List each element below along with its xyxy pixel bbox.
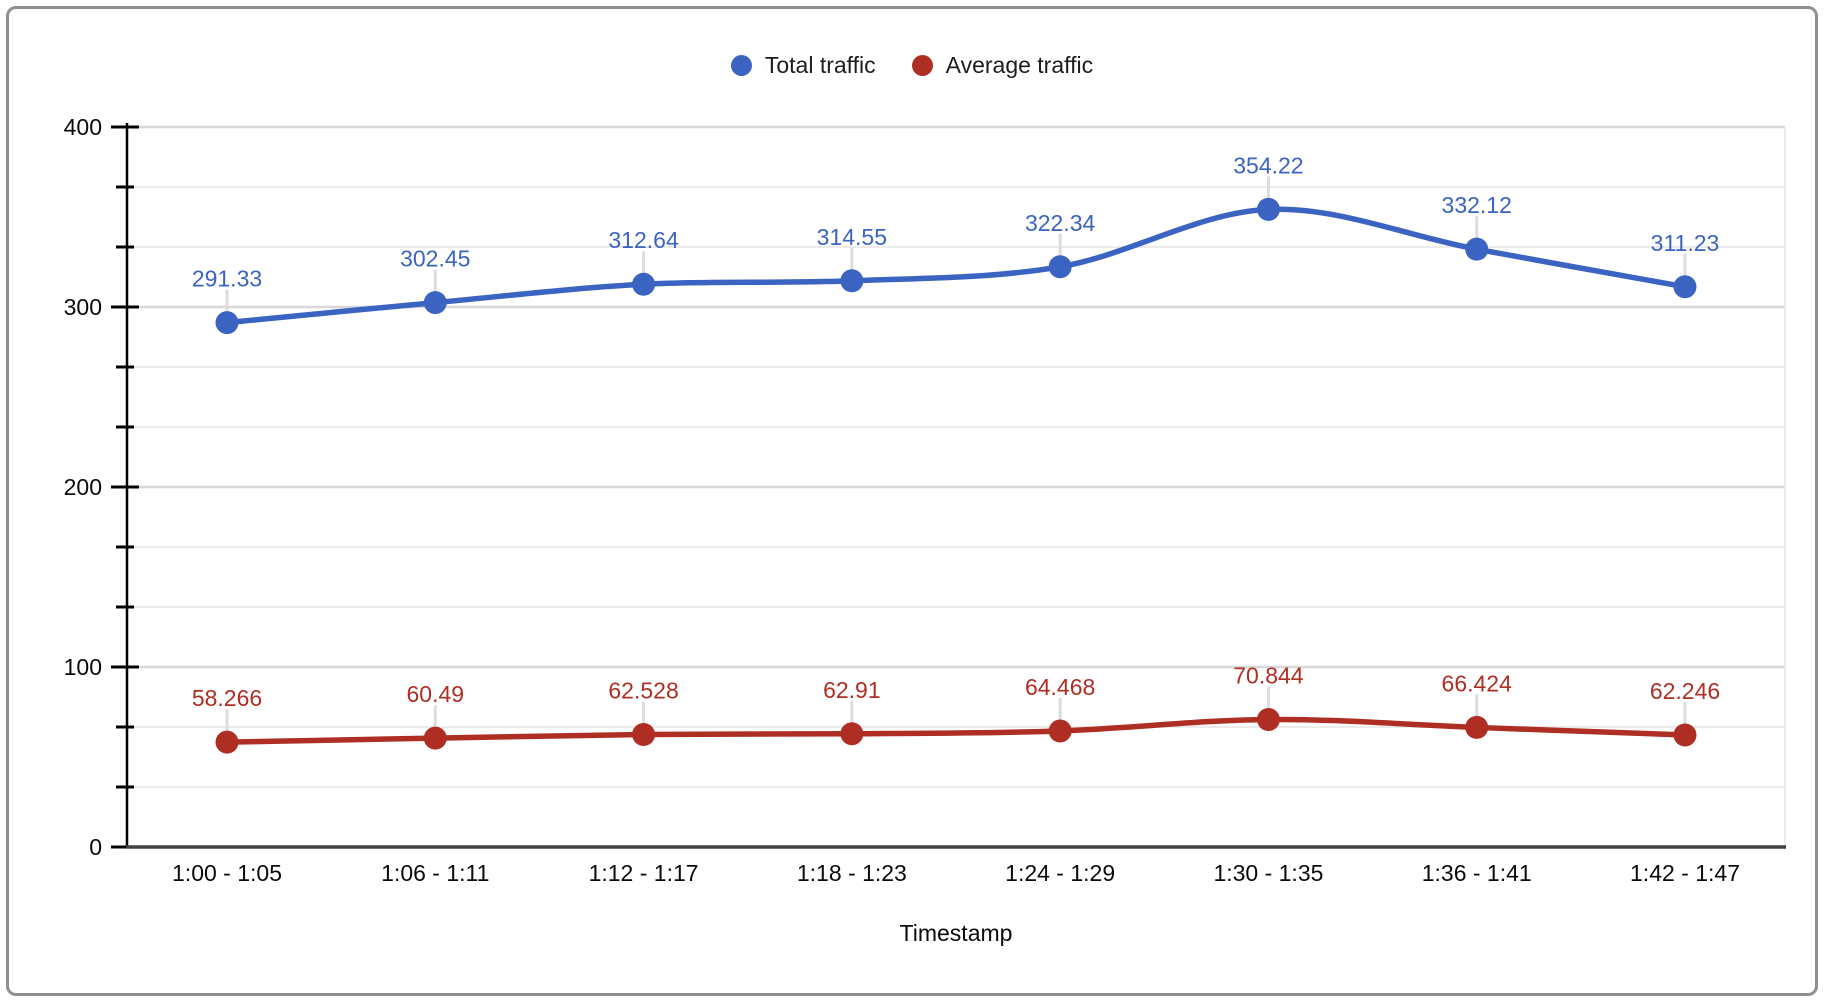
- data-point-marker-total-traffic[interactable]: [215, 311, 239, 335]
- x-axis-label: 1:24 - 1:29: [1005, 860, 1115, 886]
- data-point-marker-average-traffic[interactable]: [1465, 715, 1489, 739]
- x-axis-label: 1:42 - 1:47: [1630, 860, 1740, 886]
- data-point-marker-total-traffic[interactable]: [840, 269, 864, 293]
- data-point-marker-average-traffic[interactable]: [423, 726, 447, 750]
- data-point-marker-average-traffic[interactable]: [840, 722, 864, 746]
- series-line-total-traffic: [224, 206, 1688, 326]
- data-point-label-average-traffic: 64.468: [1025, 674, 1095, 700]
- data-point-label-average-traffic: 62.246: [1650, 678, 1720, 704]
- x-axis-label: 1:12 - 1:17: [589, 860, 699, 886]
- data-point-marker-average-traffic[interactable]: [215, 730, 239, 754]
- data-point-label-average-traffic: 62.91: [823, 677, 881, 703]
- legend-item-average-traffic[interactable]: Average traffic: [911, 52, 1094, 79]
- data-point-label-total-traffic: 302.45: [400, 246, 470, 272]
- data-point-marker-average-traffic[interactable]: [1673, 723, 1697, 747]
- data-point-marker-total-traffic[interactable]: [423, 291, 447, 315]
- legend-dot-total-traffic-icon: [730, 55, 752, 76]
- y-axis-label: 100: [64, 654, 102, 680]
- data-point-marker-total-traffic[interactable]: [1048, 255, 1072, 279]
- legend-dot-average-traffic-icon: [911, 55, 933, 76]
- x-axis-title: Timestamp: [899, 920, 1013, 946]
- data-point-label-average-traffic: 58.266: [192, 685, 262, 711]
- data-point-label-total-traffic: 291.33: [192, 266, 262, 292]
- data-point-label-total-traffic: 354.22: [1233, 152, 1303, 178]
- chart-legend: Total traffic Average traffic: [0, 52, 1824, 79]
- data-point-marker-average-traffic[interactable]: [1048, 719, 1072, 743]
- legend-label-average-traffic: Average traffic: [945, 52, 1094, 78]
- y-axis-label: 300: [64, 294, 102, 320]
- data-point-marker-total-traffic[interactable]: [1256, 197, 1280, 221]
- x-axis-label: 1:36 - 1:41: [1422, 860, 1532, 886]
- y-axis-label: 0: [89, 834, 102, 860]
- series-line-average-traffic: [224, 716, 1688, 745]
- data-point-label-total-traffic: 311.23: [1651, 230, 1720, 256]
- data-point-marker-total-traffic[interactable]: [632, 272, 656, 296]
- y-axis-label: 200: [64, 474, 102, 500]
- x-axis-label: 1:18 - 1:23: [797, 860, 907, 886]
- legend-label-total-traffic: Total traffic: [764, 52, 876, 78]
- data-point-label-average-traffic: 62.528: [608, 677, 678, 703]
- x-axis-label: 1:06 - 1:11: [381, 860, 489, 886]
- data-point-label-total-traffic: 332.12: [1442, 192, 1512, 218]
- data-point-label-total-traffic: 322.34: [1025, 210, 1096, 236]
- x-axis-label: 1:00 - 1:05: [172, 860, 282, 886]
- legend-item-total-traffic[interactable]: Total traffic: [730, 52, 876, 79]
- data-point-label-average-traffic: 60.49: [407, 681, 465, 707]
- data-point-marker-average-traffic[interactable]: [1256, 707, 1280, 731]
- data-point-label-average-traffic: 70.844: [1233, 662, 1304, 688]
- data-point-marker-total-traffic[interactable]: [1673, 275, 1697, 299]
- data-point-marker-average-traffic[interactable]: [632, 722, 656, 746]
- data-point-marker-total-traffic[interactable]: [1465, 237, 1489, 261]
- x-axis-label: 1:30 - 1:35: [1213, 860, 1323, 886]
- data-point-label-total-traffic: 312.64: [608, 227, 679, 253]
- data-point-label-average-traffic: 66.424: [1442, 670, 1513, 696]
- y-axis-label: 400: [64, 114, 102, 140]
- data-point-label-total-traffic: 314.55: [817, 224, 887, 250]
